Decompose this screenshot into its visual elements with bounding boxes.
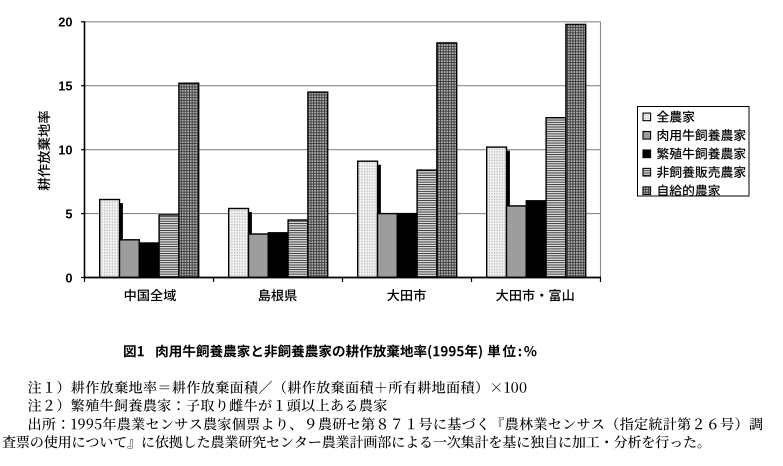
svg-text:5: 5 bbox=[65, 206, 72, 221]
svg-text:20: 20 bbox=[58, 15, 72, 30]
svg-text:10: 10 bbox=[58, 143, 72, 158]
svg-text:15: 15 bbox=[58, 79, 72, 94]
svg-text:0: 0 bbox=[65, 270, 72, 285]
